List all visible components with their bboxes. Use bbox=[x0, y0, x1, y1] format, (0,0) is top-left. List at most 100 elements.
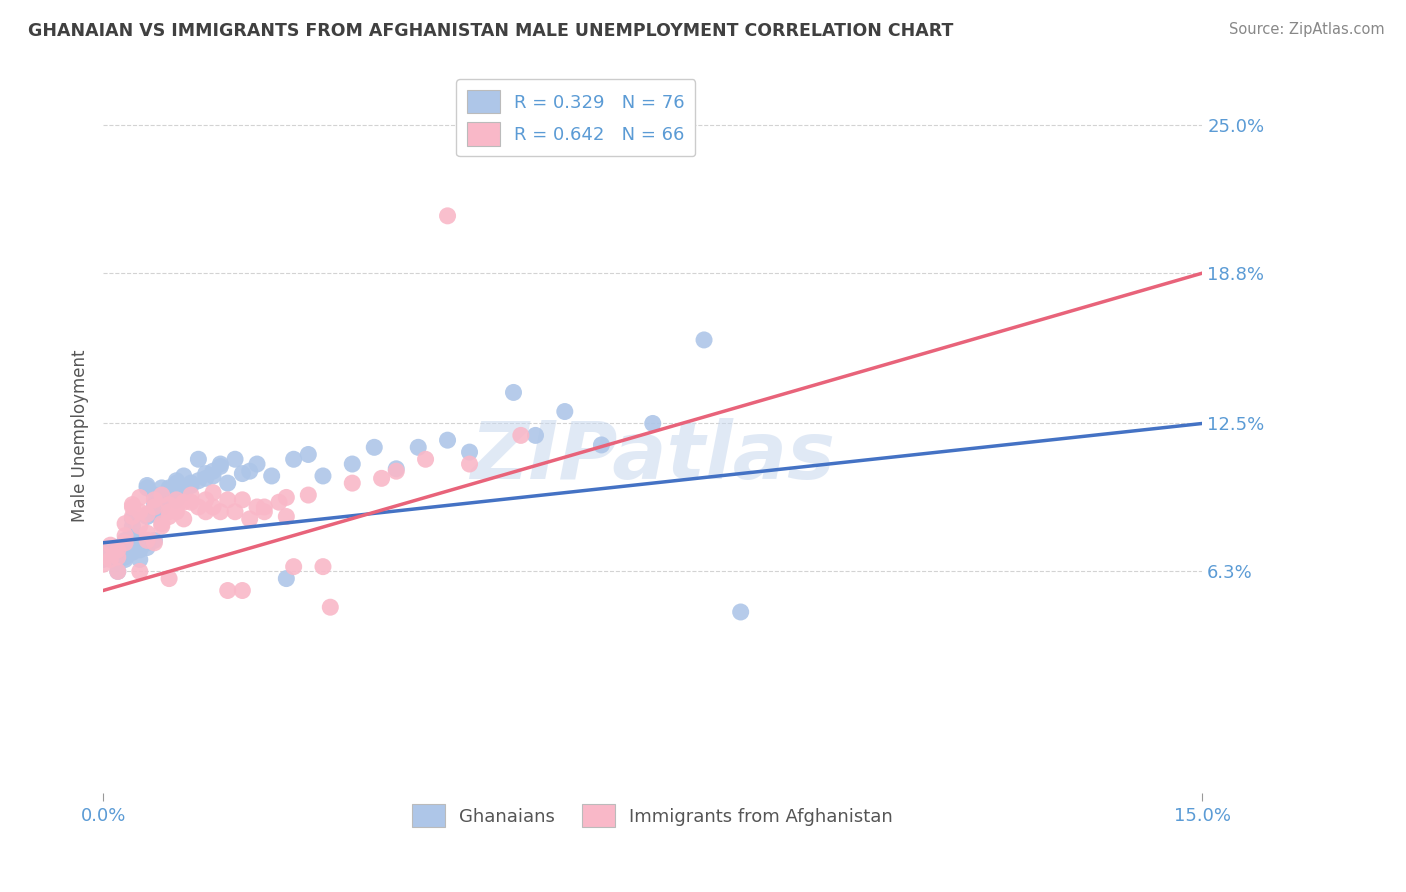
Point bbox=[100, 550, 122, 565]
Point bbox=[121, 512, 143, 526]
Point bbox=[187, 474, 209, 488]
Point bbox=[165, 492, 187, 507]
Point bbox=[143, 535, 166, 549]
Point bbox=[283, 452, 305, 467]
Point bbox=[157, 481, 180, 495]
Point bbox=[136, 507, 159, 521]
Point bbox=[128, 552, 150, 566]
Point bbox=[143, 507, 166, 521]
Point bbox=[187, 500, 209, 514]
Point bbox=[231, 467, 253, 481]
Point bbox=[107, 565, 129, 579]
Point bbox=[194, 505, 217, 519]
Point bbox=[260, 469, 283, 483]
Point bbox=[509, 428, 531, 442]
Point bbox=[121, 498, 143, 512]
Point bbox=[157, 505, 180, 519]
Point bbox=[136, 535, 159, 549]
Point bbox=[730, 605, 752, 619]
Point bbox=[194, 492, 217, 507]
Point bbox=[128, 491, 150, 505]
Point bbox=[342, 457, 364, 471]
Point bbox=[150, 492, 173, 507]
Point bbox=[194, 471, 217, 485]
Point bbox=[121, 519, 143, 533]
Point bbox=[136, 478, 159, 492]
Point bbox=[458, 457, 481, 471]
Point bbox=[202, 469, 225, 483]
Point bbox=[297, 488, 319, 502]
Point bbox=[209, 459, 232, 474]
Point bbox=[100, 552, 122, 566]
Point bbox=[165, 492, 187, 507]
Point bbox=[312, 559, 335, 574]
Point bbox=[385, 462, 408, 476]
Point bbox=[114, 516, 136, 531]
Point bbox=[458, 445, 481, 459]
Point bbox=[107, 543, 129, 558]
Point bbox=[502, 385, 524, 400]
Point bbox=[370, 471, 392, 485]
Point bbox=[253, 500, 276, 514]
Point bbox=[114, 550, 136, 565]
Point bbox=[150, 488, 173, 502]
Point bbox=[246, 457, 269, 471]
Point bbox=[524, 428, 547, 442]
Point bbox=[165, 500, 187, 514]
Point bbox=[312, 469, 335, 483]
Point bbox=[107, 543, 129, 558]
Point bbox=[209, 505, 232, 519]
Point bbox=[342, 476, 364, 491]
Point bbox=[231, 492, 253, 507]
Point bbox=[143, 498, 166, 512]
Point bbox=[253, 505, 276, 519]
Point bbox=[406, 440, 429, 454]
Point bbox=[239, 512, 262, 526]
Point bbox=[128, 565, 150, 579]
Point bbox=[173, 483, 195, 498]
Point bbox=[107, 565, 129, 579]
Point bbox=[121, 509, 143, 524]
Point bbox=[136, 533, 159, 548]
Point bbox=[107, 541, 129, 555]
Point bbox=[107, 555, 129, 569]
Point bbox=[143, 533, 166, 548]
Y-axis label: Male Unemployment: Male Unemployment bbox=[72, 349, 89, 522]
Point bbox=[121, 500, 143, 514]
Point bbox=[136, 541, 159, 555]
Point bbox=[276, 491, 298, 505]
Point bbox=[143, 492, 166, 507]
Point bbox=[128, 533, 150, 548]
Point bbox=[436, 209, 458, 223]
Point bbox=[165, 476, 187, 491]
Point bbox=[276, 572, 298, 586]
Point bbox=[693, 333, 716, 347]
Point bbox=[107, 550, 129, 565]
Point bbox=[91, 558, 114, 572]
Point bbox=[114, 535, 136, 549]
Point bbox=[91, 552, 114, 566]
Point bbox=[157, 572, 180, 586]
Point bbox=[165, 474, 187, 488]
Point bbox=[202, 500, 225, 514]
Point bbox=[121, 528, 143, 542]
Text: Source: ZipAtlas.com: Source: ZipAtlas.com bbox=[1229, 22, 1385, 37]
Point bbox=[150, 519, 173, 533]
Point bbox=[276, 509, 298, 524]
Point bbox=[363, 440, 385, 454]
Point bbox=[128, 505, 150, 519]
Point bbox=[150, 516, 173, 531]
Point bbox=[554, 404, 576, 418]
Point bbox=[591, 438, 613, 452]
Point bbox=[224, 452, 246, 467]
Point bbox=[157, 498, 180, 512]
Point bbox=[217, 583, 239, 598]
Point bbox=[91, 545, 114, 559]
Point bbox=[224, 505, 246, 519]
Point bbox=[180, 476, 202, 491]
Point bbox=[143, 500, 166, 514]
Point bbox=[231, 583, 253, 598]
Point bbox=[165, 505, 187, 519]
Point bbox=[157, 509, 180, 524]
Point bbox=[202, 485, 225, 500]
